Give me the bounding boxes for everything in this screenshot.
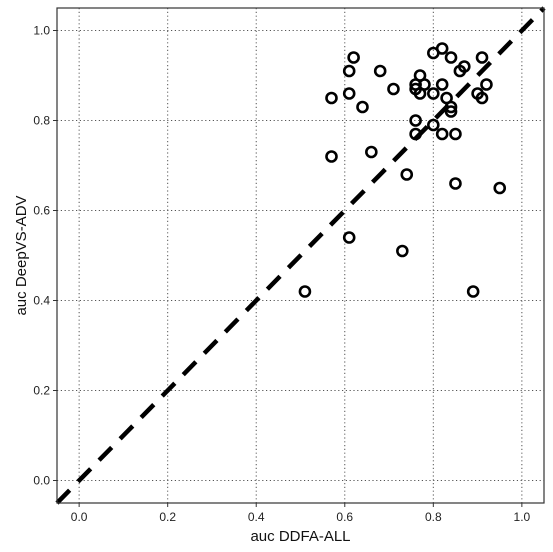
data-point	[373, 64, 387, 78]
data-point	[458, 60, 471, 73]
data-point	[409, 127, 422, 141]
data-point	[347, 51, 360, 64]
reference-line	[55, 6, 546, 505]
data-point	[475, 51, 489, 64]
y-tick-label: 0.8	[33, 114, 50, 128]
data-point	[325, 150, 338, 163]
x-tick-label: 0.4	[248, 510, 265, 524]
x-tick-label: 0.0	[71, 510, 88, 524]
data-point	[435, 127, 449, 141]
y-tick-label: 0.4	[33, 294, 50, 308]
y-tick-label: 1.0	[33, 24, 50, 38]
x-tick-label: 0.6	[336, 510, 353, 524]
y-tick-label: 0.0	[33, 474, 50, 488]
data-point	[493, 181, 507, 195]
data-point	[418, 78, 431, 91]
data-point	[427, 87, 440, 100]
x-tick-label: 1.0	[514, 510, 531, 524]
x-axis-ticks: 0.0 0.2 0.4 0.6 0.8 1.0	[71, 503, 531, 524]
points	[298, 42, 507, 298]
data-point	[356, 100, 369, 114]
data-point	[466, 285, 480, 298]
reference-line-group	[55, 6, 546, 505]
data-point	[342, 64, 356, 78]
data-point	[400, 168, 414, 181]
data-point	[444, 105, 458, 118]
y-axis-title: auc DeepVS-ADV	[13, 195, 30, 315]
data-point	[325, 91, 338, 105]
data-point	[475, 91, 489, 105]
y-tick-label: 0.2	[33, 384, 50, 398]
data-point	[435, 42, 449, 55]
data-point	[409, 114, 422, 127]
data-point	[427, 118, 440, 132]
grid	[57, 8, 544, 503]
data-point	[396, 244, 409, 258]
data-point	[435, 78, 449, 91]
data-point	[444, 51, 458, 64]
x-axis-title: auc DDFA-ALL	[250, 528, 350, 545]
data-point	[298, 285, 312, 298]
panel-border	[56, 7, 545, 504]
x-tick-label: 0.8	[425, 510, 442, 524]
data-point	[387, 82, 400, 96]
data-point	[342, 231, 356, 244]
data-point	[444, 100, 458, 114]
y-tick-label: 0.6	[33, 204, 50, 218]
data-point	[365, 145, 378, 159]
data-point	[449, 177, 462, 190]
data-point	[449, 127, 462, 141]
data-point	[342, 87, 356, 100]
data-point	[480, 78, 493, 91]
x-tick-label: 0.2	[159, 510, 176, 524]
y-axis-ticks: 0.0 0.2 0.4 0.6 0.8 1.0	[33, 24, 57, 488]
